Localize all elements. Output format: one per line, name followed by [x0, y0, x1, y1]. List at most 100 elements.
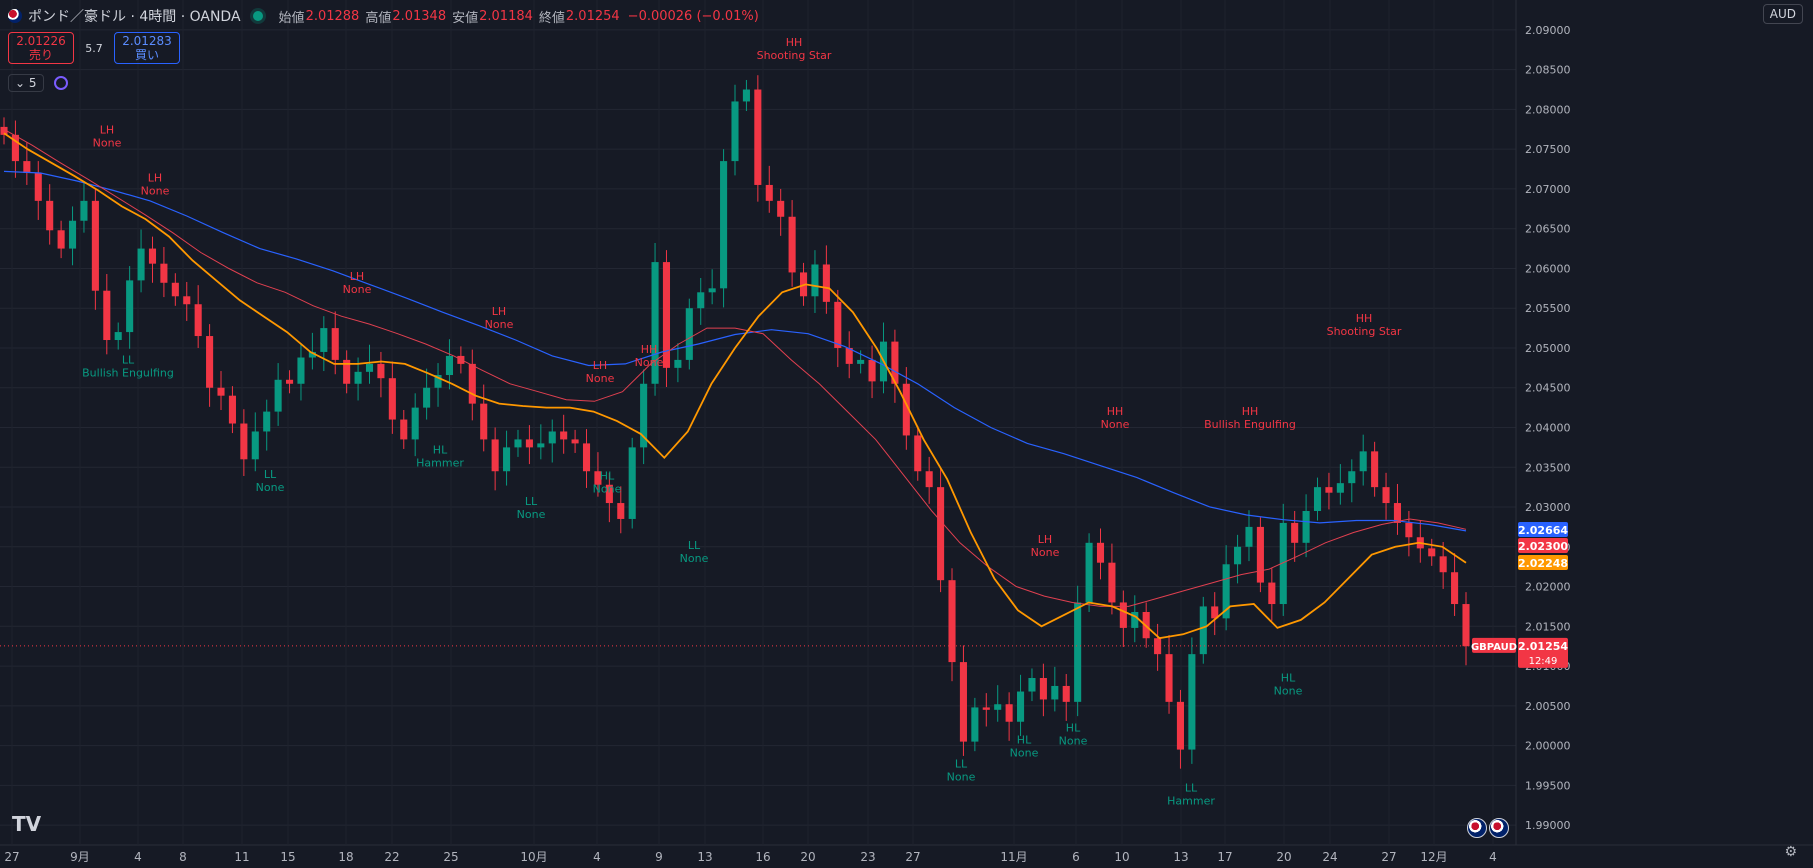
candle — [423, 368, 431, 420]
countdown-value: 12:49 — [1529, 656, 1558, 667]
settings-icon[interactable]: ⚙ — [1784, 844, 1797, 860]
swing-label-text: Hammer — [1167, 794, 1215, 807]
candle — [1188, 637, 1196, 764]
candle-body — [1279, 522, 1287, 605]
candle — [228, 386, 236, 434]
currency-button[interactable]: AUD — [1762, 4, 1803, 24]
candle — [1039, 663, 1047, 717]
buy-label: 買い — [134, 48, 159, 62]
candle-body — [1405, 522, 1413, 538]
candle-body — [1245, 526, 1253, 547]
y-tick-label: 2.08000 — [1525, 103, 1571, 116]
y-tick-label: 2.07000 — [1525, 183, 1571, 196]
candle — [194, 285, 202, 348]
indicators-toggle-button[interactable]: ⌄ 5 — [8, 74, 44, 92]
candle-body — [1062, 685, 1070, 702]
y-tick-label: 2.03500 — [1525, 461, 1571, 474]
symbol-title[interactable]: ポンド／豪ドル · 4時間 · OANDA — [28, 9, 241, 25]
y-tick-label: 2.04500 — [1525, 382, 1571, 395]
candle — [468, 349, 476, 421]
candle-body — [640, 383, 648, 448]
event-flag-icon[interactable] — [1489, 818, 1509, 838]
candle-body — [1393, 503, 1402, 523]
candle — [1062, 674, 1070, 721]
candle-body — [365, 363, 374, 372]
swing-label-text: None — [1101, 418, 1130, 431]
candle — [891, 329, 899, 403]
candle-body — [1108, 562, 1116, 603]
sell-label: 売り — [28, 48, 53, 62]
candle-body — [1302, 511, 1310, 543]
candle-body — [697, 292, 705, 309]
candle — [46, 184, 54, 245]
candle-body — [468, 363, 476, 404]
candle-body — [971, 707, 979, 742]
x-tick-label: 4 — [134, 850, 142, 864]
candle — [148, 236, 157, 283]
candle-body — [1051, 685, 1059, 700]
x-tick-label: 18 — [338, 850, 353, 864]
candle — [902, 367, 910, 450]
tradingview-logo-icon[interactable]: TV — [12, 812, 42, 836]
candle — [34, 161, 42, 220]
candle — [548, 419, 556, 463]
symbol-header: ポンド／豪ドル · 4時間 · OANDA 始値 2.01288 高値 2.0134… — [8, 4, 759, 28]
trade-panel: 2.01226 売り 5.7 2.01283 買い — [8, 32, 180, 64]
candle-body — [103, 290, 111, 341]
candle-body — [560, 431, 568, 440]
candle — [514, 429, 522, 457]
candle — [480, 384, 488, 452]
ma-slow-badge-value: 2.02664 — [1518, 524, 1568, 537]
x-tick-label: 4 — [593, 850, 601, 864]
candle-body — [1074, 602, 1082, 702]
candle-body — [514, 439, 522, 448]
swing-label-text: None — [680, 552, 709, 565]
swing-label-text: None — [1059, 735, 1088, 748]
price-change: −0.00026 (−0.01%) — [627, 8, 759, 24]
sell-button[interactable]: 2.01226 売り — [8, 32, 74, 64]
x-tick-label: 17 — [1217, 850, 1232, 864]
candle-body — [1439, 556, 1447, 573]
candle-body — [1028, 678, 1036, 692]
swing-label-text: None — [1274, 685, 1303, 698]
candle — [925, 456, 933, 504]
buy-button[interactable]: 2.01283 買い — [114, 32, 180, 64]
swing-label-text: HL — [1066, 722, 1081, 735]
x-tick-label: 6 — [1072, 850, 1080, 864]
candle — [308, 332, 316, 370]
swing-label-text: HL — [600, 470, 615, 483]
candle — [914, 425, 922, 481]
candle — [720, 149, 728, 308]
candle — [297, 343, 305, 401]
candle-body — [1096, 542, 1105, 563]
candle — [445, 339, 453, 390]
candle-body — [765, 184, 773, 201]
candle-body — [11, 134, 19, 162]
candle-body — [754, 89, 762, 185]
swing-label-text: Shooting Star — [757, 49, 832, 62]
candle — [731, 84, 739, 176]
candle-body — [194, 304, 202, 337]
swing-label-text: Hammer — [416, 456, 464, 469]
candle — [251, 412, 259, 472]
candle — [1245, 510, 1253, 562]
candle — [822, 245, 830, 314]
candle-body — [777, 200, 785, 217]
x-tick-label: 20 — [1276, 850, 1291, 864]
candle-body — [160, 263, 168, 283]
candle — [1051, 666, 1059, 712]
x-tick-label: 16 — [755, 850, 770, 864]
candle-body — [274, 379, 282, 412]
candle — [171, 273, 179, 306]
candle — [434, 363, 442, 407]
swing-label-text: LL — [1185, 781, 1198, 794]
candle — [1336, 464, 1344, 505]
candle-body — [445, 355, 453, 376]
candle — [1313, 477, 1322, 521]
aud-flag-icon[interactable] — [1467, 818, 1487, 838]
candle — [1302, 494, 1310, 558]
candle-body — [1176, 701, 1184, 750]
